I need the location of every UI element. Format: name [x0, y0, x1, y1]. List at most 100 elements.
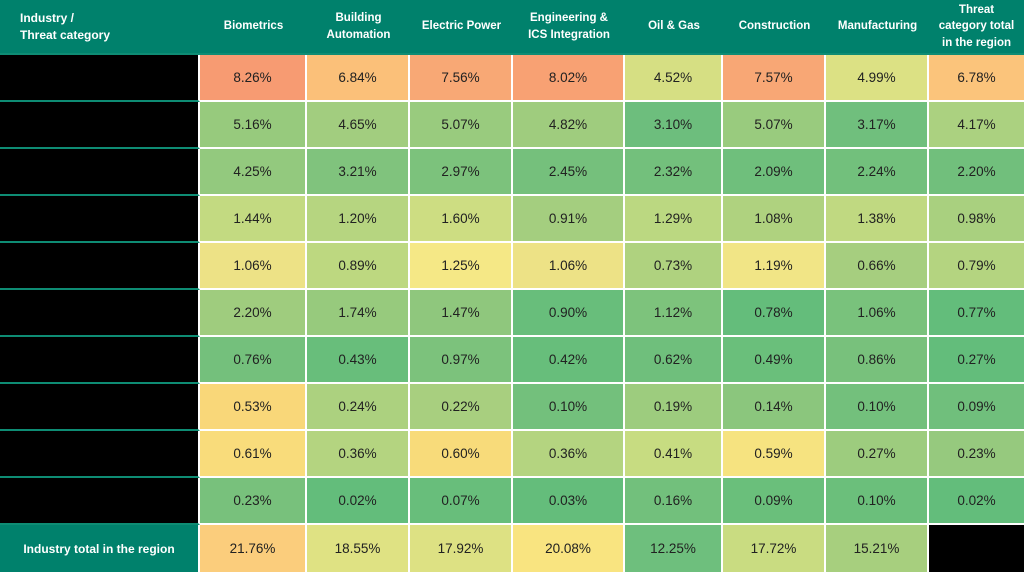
column-header-manufacturing: Manufacturing: [826, 0, 929, 55]
heatmap-cell: 0.73%: [625, 243, 723, 290]
column-header-biometrics: Biometrics: [200, 0, 307, 55]
heatmap-cell: 2.32%: [625, 149, 723, 196]
heatmap-cell: 1.44%: [200, 196, 307, 243]
heatmap-cell: 0.59%: [723, 431, 826, 478]
heatmap-cell: 1.29%: [625, 196, 723, 243]
row-label-redacted: [0, 478, 200, 525]
corner-header-line1: Industry /: [20, 10, 75, 25]
heatmap-cell: 5.07%: [410, 102, 513, 149]
industry-total-row-label: Industry total in the region: [0, 525, 200, 572]
heatmap-cell: 0.97%: [410, 337, 513, 384]
heatmap-cell: 4.99%: [826, 55, 929, 102]
heatmap-cell: 0.66%: [826, 243, 929, 290]
heatmap-cell: 21.76%: [200, 525, 307, 572]
heatmap-cell: 15.21%: [826, 525, 929, 572]
heatmap-cell: 0.49%: [723, 337, 826, 384]
column-header-construction: Construction: [723, 0, 826, 55]
heatmap-cell: 0.60%: [410, 431, 513, 478]
heatmap-cell: 6.84%: [307, 55, 410, 102]
heatmap-cell: 7.56%: [410, 55, 513, 102]
heatmap-cell: 0.23%: [929, 431, 1024, 478]
heatmap-cell: 17.92%: [410, 525, 513, 572]
heatmap-cell: 0.98%: [929, 196, 1024, 243]
heatmap-cell: 1.47%: [410, 290, 513, 337]
heatmap-cell: 0.78%: [723, 290, 826, 337]
heatmap-cell: 0.61%: [200, 431, 307, 478]
heatmap-cell: 2.97%: [410, 149, 513, 196]
heatmap-cell: 1.74%: [307, 290, 410, 337]
heatmap-cell: 18.55%: [307, 525, 410, 572]
corner-header-line2: Threat category: [20, 27, 111, 42]
heatmap-cell: 0.23%: [200, 478, 307, 525]
heatmap-cell: 0.07%: [410, 478, 513, 525]
heatmap-cell: 1.19%: [723, 243, 826, 290]
heatmap-cell: 0.42%: [513, 337, 625, 384]
row-label-redacted: [0, 290, 200, 337]
row-label-redacted: [0, 102, 200, 149]
heatmap-cell: 1.25%: [410, 243, 513, 290]
heatmap-cell: 12.25%: [625, 525, 723, 572]
heatmap-cell: 3.17%: [826, 102, 929, 149]
heatmap-cell: 0.24%: [307, 384, 410, 431]
heatmap-cell: 4.65%: [307, 102, 410, 149]
heatmap-cell: 0.27%: [826, 431, 929, 478]
heatmap-cell: 2.20%: [200, 290, 307, 337]
heatmap-cell: 0.27%: [929, 337, 1024, 384]
heatmap-cell: 4.25%: [200, 149, 307, 196]
heatmap-cell: 0.09%: [929, 384, 1024, 431]
heatmap-cell: 1.06%: [200, 243, 307, 290]
heatmap-cell: 1.06%: [513, 243, 625, 290]
heatmap-cell: 0.10%: [826, 478, 929, 525]
heatmap-cell: 5.16%: [200, 102, 307, 149]
heatmap-cell: 2.45%: [513, 149, 625, 196]
heatmap-cell: 0.03%: [513, 478, 625, 525]
heatmap-cell: 0.02%: [929, 478, 1024, 525]
heatmap-cell: 20.08%: [513, 525, 625, 572]
heatmap-cell: 0.14%: [723, 384, 826, 431]
row-label-redacted: [0, 384, 200, 431]
row-label-redacted: [0, 149, 200, 196]
heatmap-cell: 2.24%: [826, 149, 929, 196]
heatmap-cell: 1.38%: [826, 196, 929, 243]
heatmap-cell: 8.02%: [513, 55, 625, 102]
redacted-cell: [929, 525, 1024, 572]
heatmap-cell: 0.36%: [307, 431, 410, 478]
heatmap-cell: 0.89%: [307, 243, 410, 290]
column-header-electric-power: Electric Power: [410, 0, 513, 55]
heatmap-cell: 0.16%: [625, 478, 723, 525]
column-header-oil-and-gas: Oil & Gas: [625, 0, 723, 55]
heatmap-cell: 0.43%: [307, 337, 410, 384]
heatmap-cell: 0.76%: [200, 337, 307, 384]
heatmap-cell: 2.09%: [723, 149, 826, 196]
heatmap-cell: 0.79%: [929, 243, 1024, 290]
heatmap-cell: 1.20%: [307, 196, 410, 243]
heatmap-cell: 0.02%: [307, 478, 410, 525]
heatmap-cell: 0.62%: [625, 337, 723, 384]
heatmap-cell: 0.41%: [625, 431, 723, 478]
heatmap-cell: 5.07%: [723, 102, 826, 149]
heatmap-cell: 1.06%: [826, 290, 929, 337]
heatmap-cell: 6.78%: [929, 55, 1024, 102]
corner-header-cell: Industry / Threat category: [0, 0, 200, 55]
heatmap-cell: 7.57%: [723, 55, 826, 102]
row-label-redacted: [0, 196, 200, 243]
heatmap-cell: 0.19%: [625, 384, 723, 431]
heatmap-cell: 1.08%: [723, 196, 826, 243]
heatmap-cell: 1.12%: [625, 290, 723, 337]
heatmap-cell: 3.10%: [625, 102, 723, 149]
heatmap-cell: 4.52%: [625, 55, 723, 102]
column-header-building-automation: Building Automation: [307, 0, 410, 55]
row-label-redacted: [0, 431, 200, 478]
heatmap-cell: 17.72%: [723, 525, 826, 572]
heatmap-cell: 3.21%: [307, 149, 410, 196]
heatmap-cell: 0.91%: [513, 196, 625, 243]
row-label-redacted: [0, 243, 200, 290]
heatmap-cell: 1.60%: [410, 196, 513, 243]
column-header-threat-category-total: Threat category total in the region: [929, 0, 1024, 55]
heatmap-cell: 0.09%: [723, 478, 826, 525]
heatmap-cell: 8.26%: [200, 55, 307, 102]
heatmap-cell: 2.20%: [929, 149, 1024, 196]
row-label-redacted: [0, 55, 200, 102]
heatmap-cell: 0.10%: [513, 384, 625, 431]
